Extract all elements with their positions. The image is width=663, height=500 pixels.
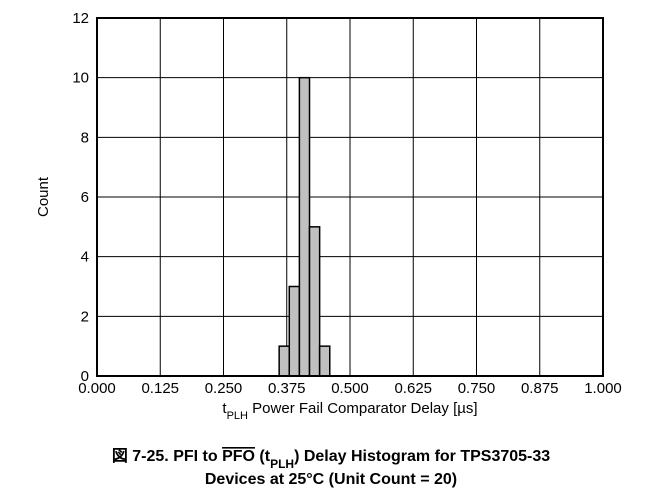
x-axis-label-sub: PLH [227,410,248,422]
x-tick-label: 0.125 [141,380,179,397]
x-tick-label: 0.000 [78,380,116,397]
caption-part: 図 7-25. PFI to [112,447,222,465]
caption: Devices at 25°C (Unit Count = 20) [205,471,457,488]
y-tick-label: 8 [81,129,89,146]
bar [278,345,291,377]
bar [308,226,321,377]
x-tick-label: 1.000 [584,380,622,397]
y-tick-label: 0 [81,368,89,385]
caption: 図 7-25. PFI to PFO (tPLH) Delay Histogra… [112,447,550,471]
x-tick-label: 0.875 [521,380,559,397]
y-tick-label: 10 [72,70,89,87]
x-axis-label-part: t [222,400,227,417]
y-tick-label: 12 [72,10,89,27]
bar [298,76,311,377]
caption-part: PFO [222,448,255,465]
caption-sub: PLH [270,457,294,471]
plot-frame [96,17,604,377]
x-tick-label: 0.625 [394,380,432,397]
y-axis-label: Count [35,176,52,217]
y-tick-label: 4 [81,249,89,266]
bar [318,345,331,377]
y-tick-label: 6 [81,189,89,206]
caption-part: (t [255,448,271,465]
x-tick-label: 0.375 [268,380,306,397]
y-tick-label: 2 [81,308,89,325]
x-axis-label: tPLH Power Fail Comparator Delay [µs] [222,400,477,422]
x-tick-label: 0.500 [331,380,369,397]
x-tick-label: 0.250 [205,380,243,397]
x-axis-label-part: Power Fail Comparator Delay [µs] [248,400,478,417]
x-tick-label: 0.750 [458,380,496,397]
bar [288,285,301,377]
caption-part: ) Delay Histogram for TPS3705-33 [294,448,550,465]
